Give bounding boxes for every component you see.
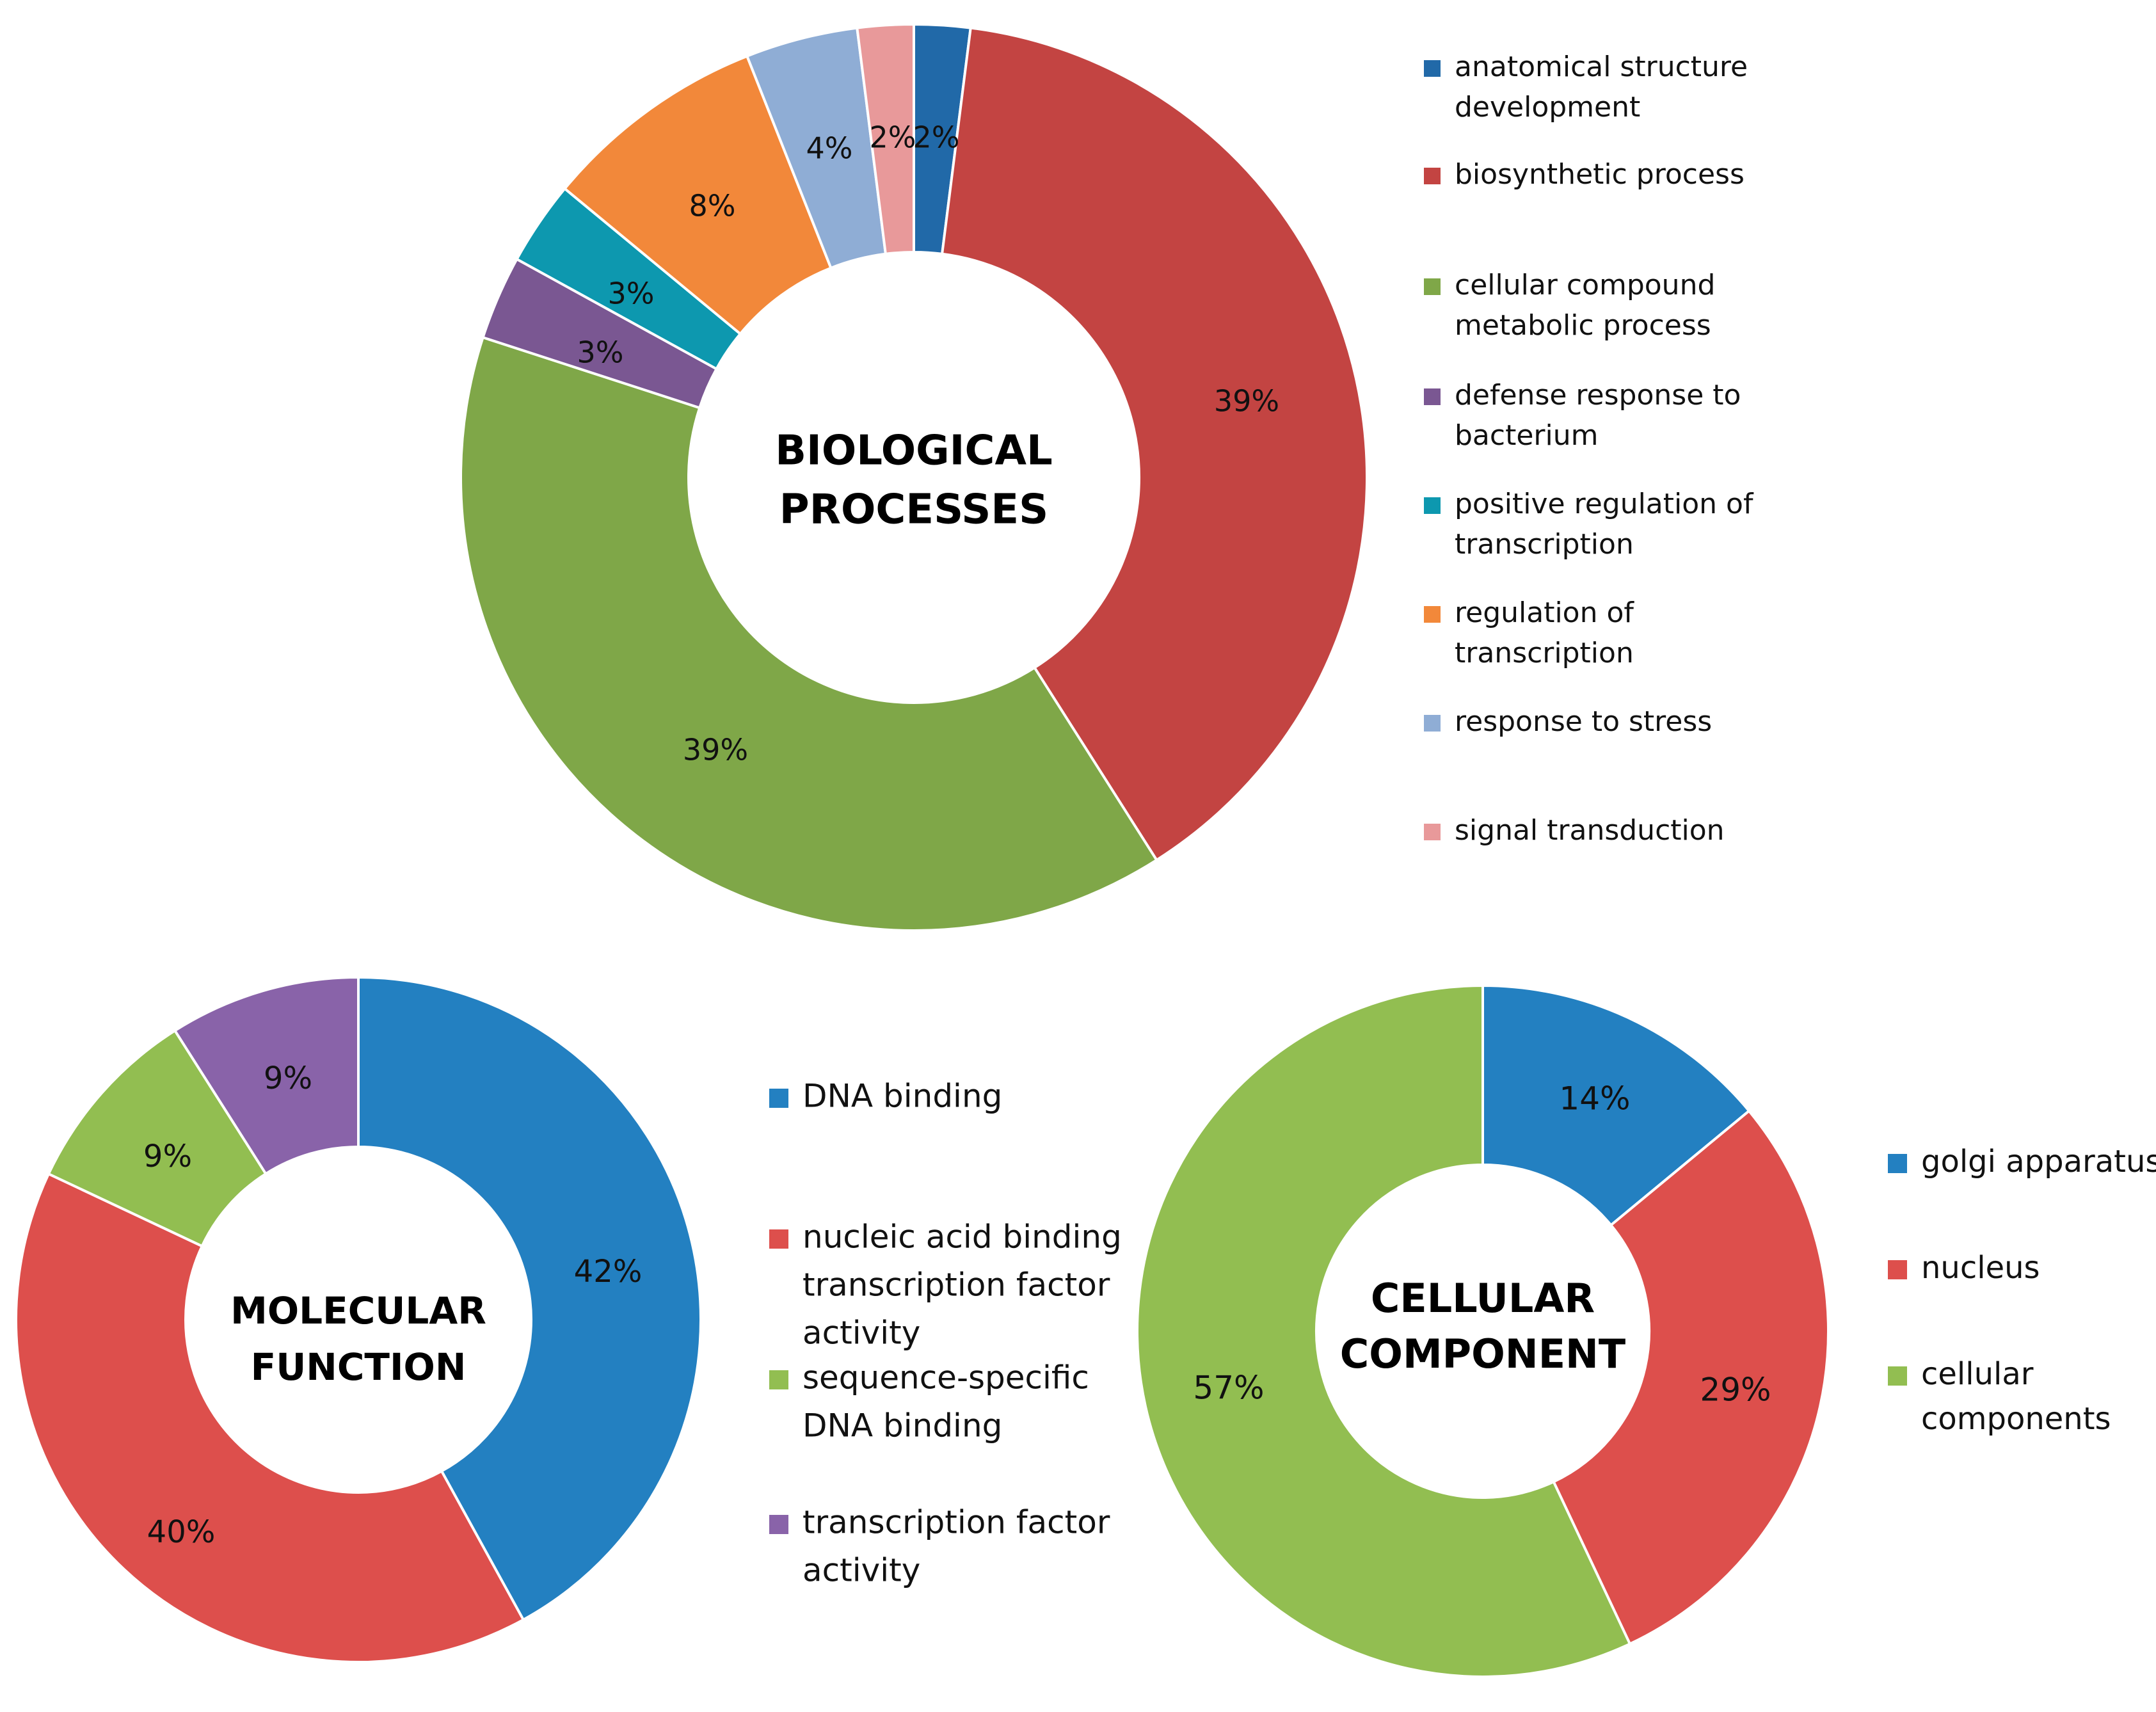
cellular-component-legend-text-cellular-components-2: components (1921, 1401, 2111, 1437)
cellular-component-legend-item-nucleus: nucleus (1888, 1250, 2040, 1286)
molecular-function-title-line-2: FUNCTION (251, 1345, 467, 1389)
biological-processes-legend-swatch-biosynthetic-process (1424, 168, 1441, 184)
molecular-function-slice-transcription-factor-activity (173, 975, 360, 1176)
biological-processes-legend-text-defense-response-to-bacterium-1: defense response to (1455, 379, 1741, 412)
biological-processes-legend-text-regulation-of-transcription-1: regulation of (1455, 596, 1634, 629)
biological-processes-legend-item-cellular-compound-metabolic-process: cellular compound metabolic process (1424, 269, 1715, 342)
molecular-function-title-line-1: MOLECULAR (230, 1289, 486, 1332)
cellular-component-legend-text-golgi-apparatus-1: golgi apparatus (1921, 1144, 2156, 1180)
biological-processes-slice-biosynthetic-process (940, 26, 1368, 862)
biological-processes-legend-text-biosynthetic-process-1: biosynthetic process (1455, 158, 1745, 191)
molecular-function-legend-text-nucleic-acid-binding-transcription-factor-activity-1: nucleic acid binding (803, 1219, 1122, 1256)
molecular-function-legend-swatch-dna-binding (769, 1089, 788, 1108)
biological-processes-label-defense-response-to-bacterium: 3% (577, 335, 624, 370)
molecular-function-label-transcription-factor-activity: 9% (264, 1060, 312, 1096)
molecular-function-legend-text-nucleic-acid-binding-transcription-factor-activity-2: transcription factor (803, 1267, 1110, 1304)
biological-processes-legend-text-signal-transduction-1: signal transduction (1455, 814, 1725, 847)
biological-processes-legend-text-anatomical-structure-development-1: anatomical structure (1455, 51, 1748, 83)
molecular-function-legend-swatch-sequence-specific-dna-binding (769, 1370, 788, 1389)
molecular-function-legend-swatch-transcription-factor-activity (769, 1515, 788, 1534)
biological-processes-legend-swatch-signal-transduction (1424, 824, 1441, 840)
biological-processes-legend: anatomical structure development biosynthe… (1424, 51, 1754, 847)
biological-processes-legend-item-regulation-of-transcription: regulation of transcription (1424, 596, 1634, 669)
molecular-function-slice-nucleic-acid-binding-transcription-factor-activity (15, 1172, 525, 1663)
molecular-function-legend-text-sequence-specific-dna-binding-1: sequence-specific (803, 1359, 1089, 1396)
biological-processes-legend-text-anatomical-structure-development-2: development (1455, 91, 1640, 124)
molecular-function-label-dna-binding: 42% (574, 1254, 643, 1290)
molecular-function-legend-text-sequence-specific-dna-binding-2: DNA binding (803, 1407, 1002, 1444)
biological-processes-label-regulation-of-transcription: 8% (689, 189, 736, 223)
molecular-function-legend-text-transcription-factor-activity-2: activity (803, 1552, 920, 1589)
biological-processes-slice-cellular-compound-metabolic-process (459, 335, 1159, 932)
biological-processes-label-biosynthetic-process: 39% (1214, 384, 1279, 419)
molecular-function-legend-item-transcription-factor-activity: transcription factor activity (769, 1504, 1110, 1589)
cellular-component-legend-text-cellular-components-1: cellular (1921, 1356, 2034, 1392)
cellular-component-legend-item-cellular-components: cellular components (1888, 1356, 2111, 1437)
molecular-function-chart: 42% 40% 9% 9% MOLECULAR FUNCTION DNA binding nu… (15, 975, 1122, 1663)
biological-processes-label-response-to-stress: 4% (806, 131, 853, 166)
cellular-component-legend-swatch-cellular-components (1888, 1366, 1907, 1386)
molecular-function-slice-dna-binding (357, 975, 702, 1622)
molecular-function-legend-text-transcription-factor-activity-1: transcription factor (803, 1504, 1110, 1541)
cellular-component-title-line-1: CELLULAR (1371, 1275, 1595, 1322)
biological-processes-legend-text-defense-response-to-bacterium-2: bacterium (1455, 419, 1598, 452)
cellular-component-legend-text-nucleus-1: nucleus (1921, 1250, 2040, 1286)
molecular-function-legend-text-nucleic-acid-binding-transcription-factor-activity-3: activity (803, 1315, 920, 1352)
molecular-function-legend-swatch-nucleic-acid-binding-transcription-factor-activity (769, 1229, 788, 1249)
molecular-function-legend-item-sequence-specific-dna-binding: sequence-specific DNA binding (769, 1359, 1089, 1444)
molecular-function-label-sequence-specific-dna-binding: 9% (143, 1139, 192, 1174)
biological-processes-slice-regulation-of-transcription (563, 54, 833, 336)
cellular-component-legend-item-golgi-apparatus: golgi apparatus (1888, 1144, 2156, 1180)
cellular-component-legend: golgi apparatus nucleus cellular components (1888, 1144, 2156, 1437)
molecular-function-label-nucleic-acid-binding-transcription-factor-activity: 40% (147, 1514, 216, 1550)
cellular-component-label-golgi-apparatus: 14% (1559, 1080, 1630, 1117)
biological-processes-legend-swatch-defense-response-to-bacterium (1424, 388, 1441, 405)
biological-processes-chart: 2% 39% 39% 3% 3% 8% 4% 2% BIOLOGICAL PROCESSES ana… (459, 22, 1754, 932)
biological-processes-slice-signal-transduction (856, 22, 915, 256)
biological-processes-legend-swatch-cellular-compound-metabolic-process (1424, 278, 1441, 295)
molecular-function-legend-text-dna-binding-1: DNA binding (803, 1078, 1002, 1115)
molecular-function-legend: DNA binding nucleic acid binding transcrip… (769, 1078, 1122, 1589)
biological-processes-label-signal-transduction: 2% (870, 120, 916, 155)
molecular-function-legend-item-dna-binding: DNA binding (769, 1078, 1002, 1115)
biological-processes-label-positive-regulation-of-transcription: 3% (608, 276, 655, 311)
cellular-component-title-line-2: COMPONENT (1340, 1331, 1625, 1377)
molecular-function-legend-item-nucleic-acid-binding-transcription-factor-activity: nucleic acid binding transcription factor… (769, 1219, 1122, 1352)
biological-processes-legend-swatch-response-to-stress (1424, 715, 1441, 732)
biological-processes-legend-item-signal-transduction: signal transduction (1424, 814, 1725, 847)
biological-processes-legend-item-defense-response-to-bacterium: defense response to bacterium (1424, 379, 1741, 452)
biological-processes-legend-swatch-regulation-of-transcription (1424, 606, 1441, 623)
biological-processes-legend-item-biosynthetic-process: biosynthetic process (1424, 158, 1745, 191)
biological-processes-legend-item-response-to-stress: response to stress (1424, 705, 1712, 738)
biological-processes-legend-item-anatomical-structure-development: anatomical structure development (1424, 51, 1748, 124)
biological-processes-legend-text-positive-regulation-of-transcription-2: transcription (1455, 528, 1634, 561)
cellular-component-legend-swatch-golgi-apparatus (1888, 1154, 1907, 1173)
biological-processes-title-line-2: PROCESSES (779, 486, 1048, 534)
biological-processes-title-line-1: BIOLOGICAL (775, 428, 1053, 475)
biological-processes-legend-text-response-to-stress-1: response to stress (1455, 705, 1712, 738)
biological-processes-legend-text-regulation-of-transcription-2: transcription (1455, 637, 1634, 669)
biological-processes-label-cellular-compound-metabolic-process: 39% (683, 733, 748, 767)
biological-processes-label-anatomical-structure-development: 2% (913, 120, 960, 155)
cellular-component-label-cellular-components: 57% (1193, 1370, 1264, 1407)
biological-processes-legend-text-cellular-compound-metabolic-process-2: metabolic process (1455, 309, 1711, 342)
biological-processes-legend-swatch-anatomical-structure-development (1424, 60, 1441, 77)
biological-processes-legend-item-positive-regulation-of-transcription: positive regulation of transcription (1424, 488, 1754, 561)
cellular-component-legend-swatch-nucleus (1888, 1260, 1907, 1279)
cellular-component-slice-cellular-components (1136, 984, 1632, 1678)
cellular-component-slice-nucleus (1552, 1108, 1830, 1646)
biological-processes-legend-swatch-positive-regulation-of-transcription (1424, 497, 1441, 514)
biological-processes-legend-text-positive-regulation-of-transcription-1: positive regulation of (1455, 488, 1754, 520)
biological-processes-legend-text-cellular-compound-metabolic-process-1: cellular compound (1455, 269, 1715, 301)
cellular-component-chart: 14% 29% 57% CELLULAR COMPONENT golgi apparatu… (1136, 984, 2156, 1678)
cellular-component-label-nucleus: 29% (1700, 1372, 1771, 1409)
